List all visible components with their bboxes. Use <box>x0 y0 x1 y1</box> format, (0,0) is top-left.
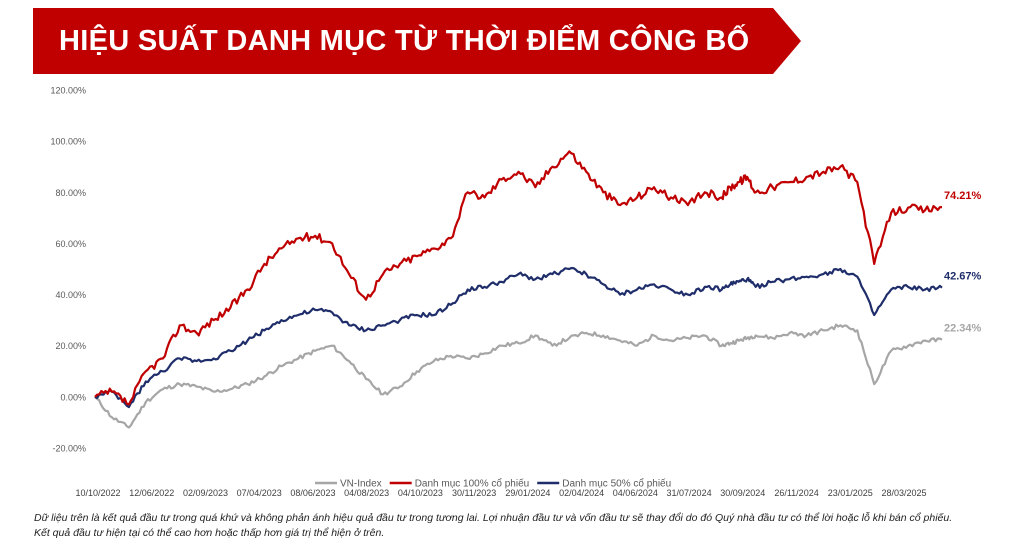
series-line <box>94 323 943 429</box>
x-tick-label: 04/08/2023 <box>344 488 389 498</box>
x-tick-label: 28/03/2025 <box>881 488 926 498</box>
page-title: HIỆU SUẤT DANH MỤC TỪ THỜI ĐIỂM CÔNG BỐ <box>59 25 750 57</box>
y-tick-label: 20.00% <box>55 341 86 351</box>
y-tick-label: 0.00% <box>60 392 86 402</box>
x-tick-label: 30/09/2024 <box>720 488 765 498</box>
y-tick-label: 60.00% <box>55 239 86 249</box>
y-tick-label: 100.00% <box>50 137 86 147</box>
y-tick-label: -20.00% <box>52 444 86 454</box>
x-tick-label: 10/10/2022 <box>75 488 120 498</box>
x-tick-label: 30/11/2023 <box>452 488 496 498</box>
x-tick-label: 23/01/2025 <box>828 488 873 498</box>
x-tick-label: 12/06/2022 <box>129 488 174 498</box>
y-tick-label: 80.00% <box>55 188 86 198</box>
end-value-label: 74.21% <box>944 190 982 202</box>
x-tick-label: 04/10/2023 <box>398 488 443 498</box>
x-tick-label: 02/04/2024 <box>559 488 604 498</box>
end-value-label: 42.67% <box>944 271 982 283</box>
banner-arrow-shape <box>33 8 801 74</box>
x-tick-label: 29/01/2024 <box>505 488 550 498</box>
end-value-label: 22.34% <box>944 323 982 335</box>
disclaimer: Dữ liệu trên là kết quả đầu tư trong quá… <box>34 511 1014 541</box>
series-line <box>94 150 943 406</box>
x-tick-label: 26/11/2024 <box>774 488 818 498</box>
series-line <box>94 266 943 409</box>
x-tick-label: 02/09/2023 <box>183 488 228 498</box>
disclaimer-line-2: Kết quả đầu tư hiện tại có thể cao hơn h… <box>34 527 385 539</box>
disclaimer-line-1: Dữ liệu trên là kết quả đầu tư trong quá… <box>34 512 953 524</box>
x-tick-label: 04/06/2024 <box>613 488 658 498</box>
performance-line-chart: 120.00% 100.00% 80.00% 60.00% 40.00% 20.00% 0.… <box>50 86 982 499</box>
x-tick-label: 08/06/2023 <box>290 488 335 498</box>
x-tick-label: 31/07/2024 <box>667 488 712 498</box>
y-tick-label: 120.00% <box>50 86 86 96</box>
legend-label: VN-Index <box>340 479 382 490</box>
legend-label: Danh mục 50% cổ phiếu <box>562 478 671 490</box>
y-tick-label: 40.00% <box>55 290 86 300</box>
x-tick-label: 07/04/2023 <box>237 488 282 498</box>
title-banner: HIỆU SUẤT DANH MỤC TỪ THỜI ĐIỂM CÔNG BỐ <box>33 8 801 74</box>
legend-label: Danh mục 100% cổ phiếu <box>415 478 530 490</box>
